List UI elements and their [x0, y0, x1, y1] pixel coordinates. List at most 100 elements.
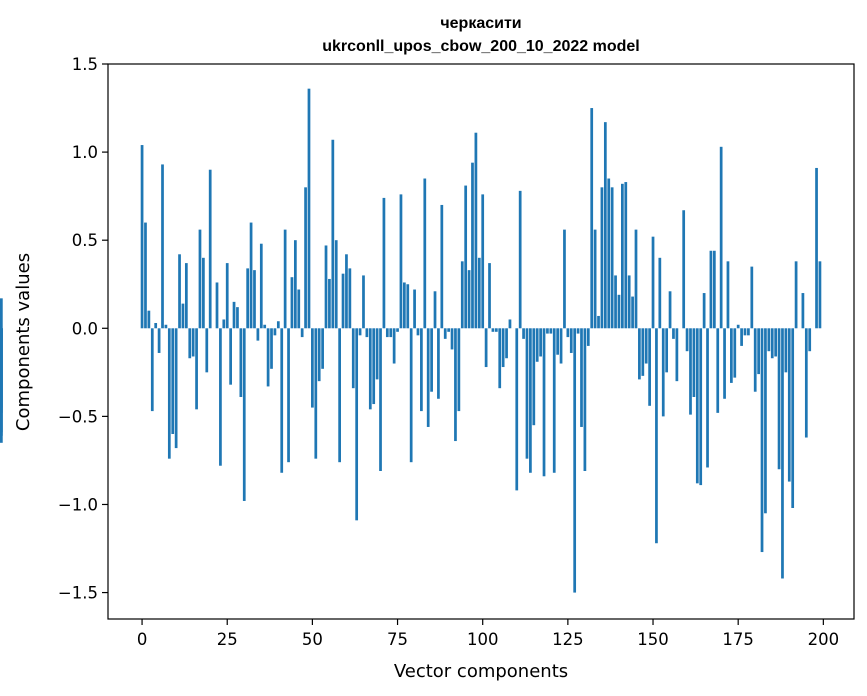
bar-component-16	[195, 328, 198, 410]
bar-component-89	[443, 328, 447, 339]
bar-component-106	[501, 328, 505, 368]
bar-component-171	[723, 328, 726, 399]
bar-component-31	[246, 268, 250, 329]
bar-component-176	[740, 328, 743, 346]
x-axis: 0 25 50 75 100 125 150 175 200	[137, 619, 839, 649]
bar-component-52	[317, 328, 321, 382]
bar-component-69	[375, 328, 379, 380]
bar-component-32	[249, 222, 253, 329]
bar-component-194	[801, 293, 805, 329]
bar-component-168	[712, 250, 716, 329]
bar-component-62	[351, 328, 355, 389]
bar-component-142	[624, 182, 628, 329]
y-tick-label: 0.0	[72, 319, 98, 338]
bar-component-7	[164, 324, 168, 329]
y-tick-label: −0.5	[58, 407, 98, 426]
bar-component-29	[239, 328, 243, 397]
bar-component-163	[695, 328, 699, 484]
bar-component-87	[437, 328, 440, 399]
bar-component-147	[641, 328, 645, 376]
bar-component-48	[304, 187, 307, 329]
bar-component-86	[433, 291, 437, 329]
bar-component-undefined	[0, 328, 3, 443]
bar-component-133	[593, 229, 597, 329]
bar-component-15	[191, 328, 195, 357]
bar-component-56	[331, 139, 335, 329]
bar-component-98	[474, 132, 478, 329]
bar-component-186	[774, 328, 778, 357]
bar-component-124	[563, 229, 566, 329]
bar-component-60	[345, 254, 348, 329]
bar-component-164	[699, 328, 703, 486]
bar-component-159	[682, 210, 686, 329]
x-tick-label: 175	[722, 630, 754, 649]
bar-component-143	[627, 275, 631, 329]
bar-component-116	[535, 328, 539, 362]
bar-component-5	[157, 328, 161, 353]
bar-component-128	[576, 328, 580, 334]
bar-component-47	[300, 328, 304, 338]
bar-component-61	[348, 268, 352, 329]
bar-component-83	[423, 178, 427, 329]
bar-component-65	[362, 275, 365, 329]
x-tick-label: 200	[808, 630, 840, 649]
bar-component-102	[488, 263, 491, 329]
bar-component-156	[672, 328, 675, 339]
bar-component-110	[515, 328, 519, 491]
bar-component-14	[188, 328, 192, 359]
bar-component-100	[481, 194, 485, 329]
bar-component-183	[764, 328, 767, 514]
bar-component-38	[270, 328, 273, 369]
chart-title: черкасити	[440, 15, 521, 32]
bar-component-170	[719, 146, 723, 329]
bar-component-27	[232, 301, 236, 329]
bar-component-78	[406, 284, 410, 329]
bar-component-40	[276, 321, 280, 329]
bar-component-49	[307, 88, 311, 329]
bar-component-117	[539, 328, 542, 357]
bar-component-8	[167, 328, 171, 459]
bar-component-174	[733, 328, 737, 378]
bar-component-149	[648, 328, 651, 406]
bar-component-33	[253, 270, 256, 329]
bar-component-125	[566, 328, 570, 338]
y-tick-label: −1.5	[58, 584, 98, 603]
bar-component-107	[505, 328, 508, 359]
bar-component-85	[430, 328, 433, 392]
bar-component-154	[665, 328, 669, 373]
y-tick-label: −1.0	[58, 495, 98, 514]
bar-component-119	[546, 328, 549, 334]
bar-component-92	[454, 328, 457, 442]
bar-component-178	[747, 328, 750, 336]
bar-component-145	[634, 229, 638, 329]
bar-component-127	[573, 328, 577, 593]
bar-component-152	[658, 257, 662, 329]
bar-component-198	[815, 167, 818, 329]
x-tick-label: 75	[387, 630, 408, 649]
bar-component-66	[365, 328, 369, 338]
bar-component-37	[266, 328, 270, 387]
bar-component-20	[208, 169, 212, 329]
y-axis: −1.5 −1.0 −0.5 0.0 0.5 1.0 1.5	[58, 55, 108, 603]
bar-component-79	[409, 328, 413, 463]
bar-component-50	[311, 328, 314, 408]
bar-component-24	[222, 319, 226, 329]
bar-component-84	[426, 328, 430, 427]
bar-component-130	[583, 328, 587, 471]
bar-component-43	[287, 328, 290, 463]
bar-component-39	[273, 328, 277, 336]
bar-component-167	[709, 250, 713, 329]
bar-component-82	[420, 328, 423, 412]
bar-component-18	[202, 257, 205, 329]
bar-component-173	[730, 328, 733, 383]
bar-component-12	[181, 303, 185, 329]
bar-component-72	[385, 328, 389, 338]
bar-component-93	[457, 328, 461, 412]
bar-component-148	[644, 328, 648, 364]
bar-component-6	[161, 164, 164, 329]
bar-component-91	[450, 328, 454, 350]
bar-component-199	[818, 261, 822, 329]
bar-component-75	[396, 328, 399, 332]
bar-component-44	[290, 277, 294, 329]
